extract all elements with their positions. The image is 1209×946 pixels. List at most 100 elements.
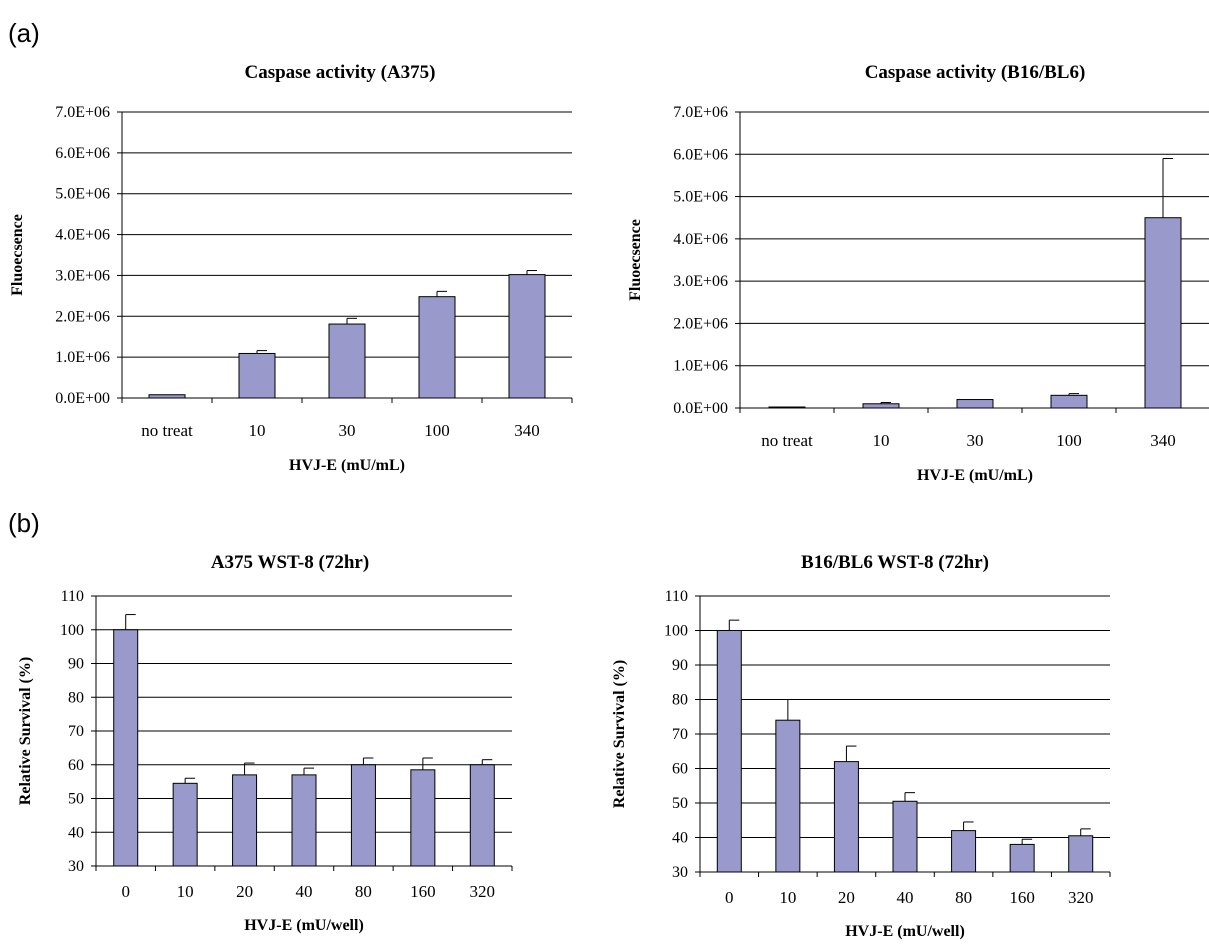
category-label: 320 <box>1068 888 1094 907</box>
category-label: 160 <box>1009 888 1035 907</box>
y-tick-label: 1.0E+06 <box>55 349 110 366</box>
category-label: no treat <box>141 421 193 440</box>
y-tick-label: 70 <box>672 726 688 743</box>
bar <box>291 774 317 867</box>
bar <box>328 323 366 399</box>
bar <box>716 630 742 873</box>
category-label: 10 <box>177 882 194 901</box>
y-tick-label: 110 <box>61 588 84 605</box>
y-tick-label: 2.0E+06 <box>55 308 110 325</box>
y-tick-label: 60 <box>672 761 688 778</box>
y-tick-label: 30 <box>68 858 84 875</box>
category-label: 40 <box>897 888 914 907</box>
bar <box>956 399 994 409</box>
y-tick-label: 5.0E+06 <box>55 186 110 203</box>
y-tick-label: 7.0E+06 <box>673 104 728 121</box>
y-axis-label: Fluoecsence <box>9 214 26 296</box>
y-tick-label: 90 <box>672 657 688 674</box>
bar <box>469 764 495 867</box>
y-tick-label: 100 <box>60 622 84 639</box>
y-tick-label: 2.0E+06 <box>673 315 728 332</box>
y-axis-label: Relative Survival (%) <box>611 660 628 808</box>
category-label: 80 <box>355 882 372 901</box>
y-tick-label: 40 <box>68 824 84 841</box>
bar <box>1050 394 1088 409</box>
chart-title: Caspase activity (B16/BL6) <box>865 62 1086 83</box>
y-tick-label: 40 <box>672 830 688 847</box>
category-label: 100 <box>1056 431 1082 450</box>
x-axis-label: HVJ-E (mU/mL) <box>289 457 405 474</box>
category-label: 340 <box>514 421 540 440</box>
y-tick-label: 3.0E+06 <box>673 273 728 290</box>
bar <box>951 830 977 873</box>
bar <box>418 296 456 399</box>
bar <box>172 782 198 867</box>
y-axis-label: Fluoecsence <box>627 219 644 301</box>
bar <box>892 800 918 873</box>
bar <box>1009 843 1035 873</box>
y-tick-label: 70 <box>68 723 84 740</box>
x-axis-label: HVJ-E (mU/well) <box>244 917 364 934</box>
category-label: 30 <box>967 431 984 450</box>
y-tick-label: 50 <box>68 791 84 808</box>
bar <box>148 394 186 399</box>
y-tick-label: 5.0E+06 <box>673 189 728 206</box>
y-tick-label: 50 <box>672 795 688 812</box>
y-tick-label: 0.0E+00 <box>55 390 110 407</box>
bar <box>768 406 806 409</box>
category-label: 0 <box>725 888 734 907</box>
caspase-a375-chart: 0.0E+00 1.0E+06 2.0E+06 3.0E+06 4.0E+06 5.0E+… <box>9 62 573 474</box>
category-label: 340 <box>1150 431 1176 450</box>
bar <box>350 764 376 867</box>
bar <box>113 629 139 867</box>
bar <box>833 761 859 873</box>
bar <box>775 719 801 873</box>
y-axis-label: Relative Survival (%) <box>17 657 34 805</box>
category-label: 0 <box>121 882 130 901</box>
x-axis-label: HVJ-E (mU/well) <box>845 923 965 940</box>
category-label: 20 <box>838 888 855 907</box>
category-label: 10 <box>249 421 266 440</box>
bar <box>238 352 276 399</box>
category-label: 100 <box>424 421 450 440</box>
y-tick-label: 7.0E+06 <box>55 104 110 121</box>
category-label: 10 <box>873 431 890 450</box>
category-label: 80 <box>955 888 972 907</box>
panel-label-b: (b) <box>8 508 40 538</box>
category-label: 30 <box>339 421 356 440</box>
b16bl6-wst8-chart: 30 40 50 60 70 80 90 100 110 0 10 20 40 80 160 320 B16/B… <box>611 552 1111 940</box>
y-tick-label: 110 <box>665 588 688 605</box>
y-tick-label: 30 <box>672 864 688 881</box>
bar <box>508 274 546 399</box>
category-label: 20 <box>236 882 253 901</box>
y-tick-label: 80 <box>672 692 688 709</box>
y-tick-label: 80 <box>68 689 84 706</box>
caspase-b16bl6-chart: 0.0E+00 1.0E+06 2.0E+06 3.0E+06 4.0E+06 5.0E+… <box>627 62 1209 484</box>
category-label: 320 <box>470 882 496 901</box>
bar <box>232 774 258 867</box>
panel-label-a: (a) <box>8 18 40 48</box>
category-label: 40 <box>296 882 313 901</box>
y-tick-label: 4.0E+06 <box>55 227 110 244</box>
y-tick-label: 0.0E+00 <box>673 400 728 417</box>
a375-wst8-chart: 30 40 50 60 70 80 90 100 110 0 10 20 40 80 160 320 A375 … <box>17 552 513 934</box>
bar <box>1068 835 1094 873</box>
bar <box>1144 217 1182 409</box>
bar <box>862 403 900 409</box>
y-tick-label: 1.0E+06 <box>673 358 728 375</box>
chart-title: Caspase activity (A375) <box>244 62 435 83</box>
category-label: 160 <box>410 882 436 901</box>
y-tick-label: 6.0E+06 <box>673 146 728 163</box>
chart-title: A375 WST-8 (72hr) <box>211 552 369 573</box>
chart-title: B16/BL6 WST-8 (72hr) <box>801 552 989 573</box>
y-tick-label: 4.0E+06 <box>673 231 728 248</box>
category-label: no treat <box>761 431 813 450</box>
x-axis-label: HVJ-E (mU/mL) <box>917 467 1033 484</box>
y-tick-label: 100 <box>664 623 688 640</box>
y-tick-label: 90 <box>68 656 84 673</box>
y-tick-label: 6.0E+06 <box>55 145 110 162</box>
category-label: 10 <box>779 888 796 907</box>
y-tick-label: 60 <box>68 757 84 774</box>
bar <box>410 769 436 867</box>
